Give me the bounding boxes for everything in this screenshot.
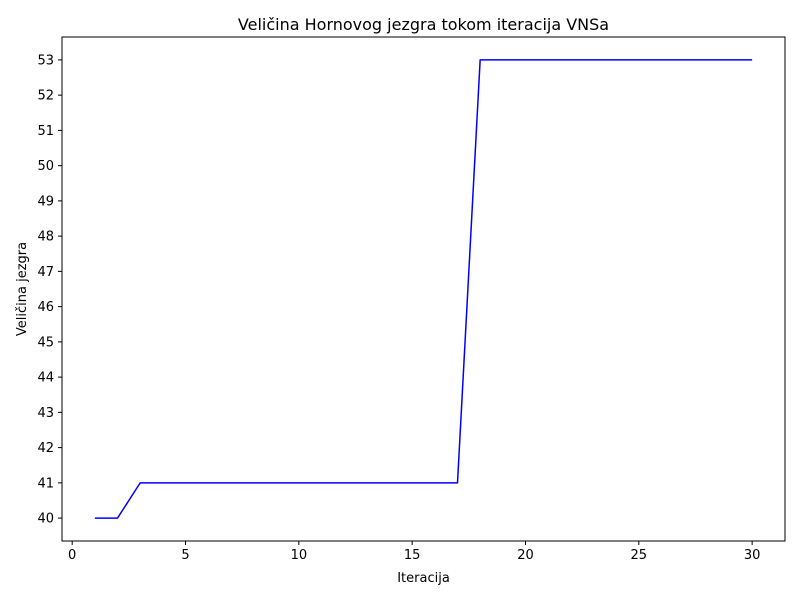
x-tick-label: 0 — [68, 548, 76, 563]
x-axis-ticks: 0 5 10 15 20 25 30 — [68, 541, 760, 563]
y-tick-label: 46 — [37, 300, 54, 315]
y-tick-label: 50 — [37, 159, 54, 174]
x-axis-label: Iteracija — [397, 571, 450, 586]
y-tick-label: 47 — [37, 265, 54, 280]
x-tick-label: 25 — [631, 548, 648, 563]
y-tick-label: 42 — [37, 441, 54, 456]
y-tick-label: 51 — [37, 124, 54, 139]
x-tick-label: 15 — [404, 548, 421, 563]
y-tick-label: 49 — [37, 194, 54, 209]
series-line-0 — [94, 59, 753, 519]
y-tick-label: 52 — [37, 89, 54, 104]
y-axis-ticks: 40 41 42 43 44 45 46 47 48 49 50 51 52 53 — [37, 53, 62, 527]
plot-frame — [61, 36, 786, 542]
y-tick-label: 40 — [37, 512, 54, 527]
plot-layer — [94, 59, 753, 519]
y-tick-label: 44 — [37, 371, 54, 386]
chart-title: Veličina Hornovog jezgra tokom iteracija… — [238, 15, 609, 34]
y-tick-label: 53 — [37, 53, 54, 68]
x-tick-label: 30 — [744, 548, 761, 563]
x-tick-label: 10 — [291, 548, 308, 563]
y-tick-label: 48 — [37, 230, 54, 245]
y-axis-label: Veličina jezgra — [15, 242, 30, 336]
x-tick-label: 5 — [181, 548, 189, 563]
y-tick-label: 41 — [37, 476, 54, 491]
y-tick-label: 45 — [37, 335, 54, 350]
y-tick-label: 43 — [37, 406, 54, 421]
x-tick-label: 20 — [517, 548, 534, 563]
